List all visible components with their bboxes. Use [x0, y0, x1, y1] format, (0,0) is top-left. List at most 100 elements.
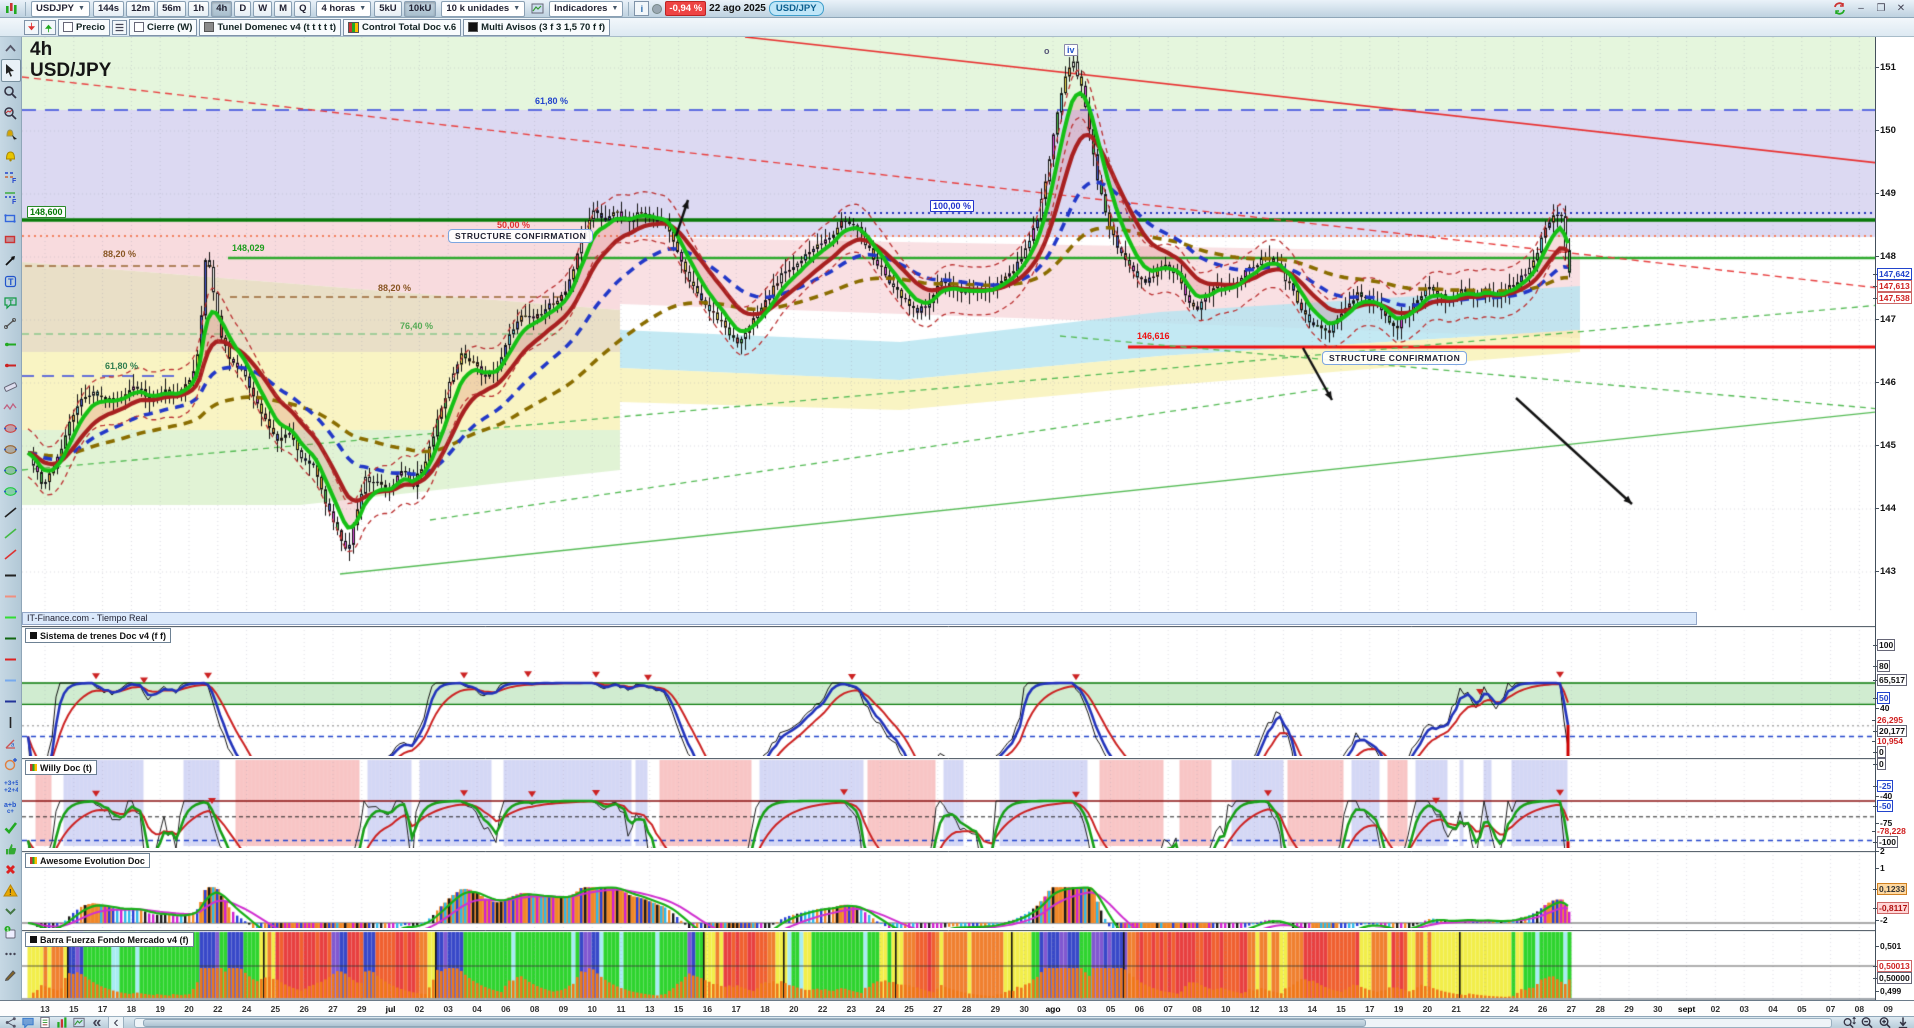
hline-darkgreen-icon[interactable]: [2, 628, 20, 649]
close-button[interactable]: ✕: [1896, 3, 1906, 14]
indicators-select[interactable]: Indicadores ▼: [549, 0, 624, 17]
notification-icon[interactable]: 1: [2, 922, 20, 943]
arrow-up-green[interactable]: [41, 19, 56, 35]
hline-red-dot-icon[interactable]: [2, 355, 20, 376]
list-icon[interactable]: [112, 19, 128, 35]
line-black-icon[interactable]: [2, 502, 20, 523]
scroll-left-button[interactable]: ‹: [108, 1014, 124, 1028]
line-green-icon[interactable]: [2, 523, 20, 544]
checkbox[interactable]: [134, 22, 145, 32]
price-axis[interactable]: 151 150 149 148 147 146 145 144 143 147,642 147,61…: [1872, 37, 1914, 1000]
chart-area[interactable]: 4h USD/JPY IT-Finance.com - Tiempo Real …: [0, 37, 1914, 1000]
restore-button[interactable]: ❐: [1876, 3, 1886, 14]
arrow-down-red[interactable]: [24, 19, 39, 35]
pointer-down-icon[interactable]: [1896, 1017, 1910, 1028]
size-button-10kU[interactable]: 10kU: [403, 0, 437, 17]
panel-header-1[interactable]: Sistema de trenes Doc v4 (f f): [25, 628, 172, 643]
segment-tool-icon[interactable]: [2, 313, 20, 334]
size-button-5kU[interactable]: 5kU: [374, 0, 402, 17]
timeframe-button-1h[interactable]: 1h: [188, 0, 210, 17]
alarm-cursor-icon[interactable]: [2, 124, 20, 145]
hline-brightgreen-icon[interactable]: [2, 607, 20, 628]
ellipse-brown-icon[interactable]: [2, 439, 20, 460]
ellipse-green-icon[interactable]: [2, 460, 20, 481]
legend-tab-4[interactable]: Cierre (W): [129, 18, 198, 36]
timeframe-select[interactable]: 4 horas ▼: [316, 0, 372, 17]
units-select[interactable]: 10 k unidades ▼: [441, 0, 526, 17]
alarm-icon[interactable]: [2, 145, 20, 166]
awesome-panel-canvas[interactable]: [22, 851, 1875, 928]
hline-red-icon[interactable]: [2, 649, 20, 670]
panel-header-3[interactable]: Awesome Evolution Doc: [25, 853, 150, 868]
vline-icon[interactable]: [2, 712, 20, 733]
legend-tab-2[interactable]: Precio: [58, 18, 111, 36]
angle-icon[interactable]: a: [2, 733, 20, 754]
symbol-select[interactable]: USDJPY ▼: [31, 0, 90, 17]
legend-tab-6[interactable]: Control Total Doc v.6: [343, 18, 462, 36]
pattern-icon[interactable]: [2, 397, 20, 418]
hline-lightblue-icon[interactable]: [2, 670, 20, 691]
zoom-vertical-icon[interactable]: [1842, 1016, 1856, 1028]
snapshot-icon[interactable]: [72, 1017, 86, 1028]
comment-icon[interactable]: [21, 1017, 35, 1028]
collapse-icon[interactable]: [2, 38, 20, 59]
confirm-icon[interactable]: [2, 817, 20, 838]
trenes-panel-canvas[interactable]: [22, 626, 1875, 756]
line-red-icon[interactable]: [2, 544, 20, 565]
warning-icon[interactable]: !: [2, 880, 20, 901]
timeframe-button-W[interactable]: W: [253, 0, 273, 17]
timeframe-button-12m[interactable]: 12m: [126, 0, 156, 17]
circle-plus-icon[interactable]: [2, 754, 20, 775]
arrow-tool-icon[interactable]: [2, 250, 20, 271]
timeframe-button-144s[interactable]: 144s: [92, 0, 125, 17]
collapse-left-button[interactable]: «: [92, 1013, 102, 1028]
zoom-icon[interactable]: [2, 82, 20, 103]
symbol-tag[interactable]: USD/JPY: [768, 1, 824, 16]
fib-retracement-icon[interactable]: F: [2, 166, 20, 187]
export-data-icon[interactable]: [55, 1017, 69, 1028]
ellipse-red-icon[interactable]: [2, 418, 20, 439]
zoom-area-icon[interactable]: [2, 103, 20, 124]
text-tool-icon[interactable]: T: [2, 271, 20, 292]
legend-tab-5[interactable]: Tunel Domenec v4 (t t t t t): [199, 18, 342, 36]
timeframe-button-4h[interactable]: 4h: [211, 0, 233, 17]
like-icon[interactable]: [2, 838, 20, 859]
pointer-icon[interactable]: [0, 59, 21, 82]
timeframe-button-D[interactable]: D: [234, 0, 252, 17]
checkbox[interactable]: [63, 22, 73, 32]
info-icon[interactable]: i: [634, 1, 650, 16]
export-image-icon[interactable]: [38, 1016, 52, 1028]
zoom-out-icon[interactable]: [1860, 1017, 1874, 1028]
ruler-icon[interactable]: [2, 376, 20, 397]
rect-blue-icon[interactable]: [2, 208, 20, 229]
panel-header-2[interactable]: Willy Doc (t): [25, 760, 97, 775]
horizontal-scrollbar[interactable]: [134, 1017, 1832, 1028]
scrollbar-thumb[interactable]: [143, 1018, 1367, 1027]
ab-tool-icon[interactable]: a+b c+: [2, 796, 20, 817]
willy-panel-canvas[interactable]: [22, 758, 1875, 848]
legend-tab-7[interactable]: Multi Avisos (3 f 3 1,5 70 f f): [463, 18, 611, 36]
more-icon[interactable]: [2, 943, 20, 964]
share-icon[interactable]: [4, 1017, 18, 1028]
fib-projection-icon[interactable]: F: [2, 187, 20, 208]
ellipse-green2-icon[interactable]: [2, 481, 20, 502]
hline-darkblue-icon[interactable]: [2, 691, 20, 712]
barra-panel-canvas[interactable]: [22, 930, 1875, 1000]
timeframe-button-56m[interactable]: 56m: [157, 0, 187, 17]
timeframe-button-M[interactable]: M: [274, 0, 293, 17]
minimize-button[interactable]: –: [1858, 3, 1864, 14]
rect-red-icon[interactable]: [2, 229, 20, 250]
comment-tool-icon[interactable]: T: [2, 292, 20, 313]
zoom-in-icon[interactable]: [1878, 1017, 1892, 1028]
panel-header-4[interactable]: Barra Fuerza Fondo Mercado v4 (f): [25, 932, 194, 947]
hline-black-icon[interactable]: [2, 565, 20, 586]
draw-icon[interactable]: [2, 964, 20, 985]
time-axis[interactable]: 13 15 17 18 19 20 22 24 25 26 27 29 jul 02 03 04 06 08 09 1…: [0, 1000, 1914, 1017]
timeframe-button-Q[interactable]: Q: [294, 0, 312, 17]
delete-icon[interactable]: [2, 859, 20, 880]
hline-green-dot-icon[interactable]: [2, 334, 20, 355]
price-chart-canvas[interactable]: [22, 37, 1875, 612]
fib-numbers-icon[interactable]: +3+5 +2+4: [2, 775, 20, 796]
refresh-icon[interactable]: [1830, 0, 1848, 19]
hline-salmon-icon[interactable]: [2, 586, 20, 607]
